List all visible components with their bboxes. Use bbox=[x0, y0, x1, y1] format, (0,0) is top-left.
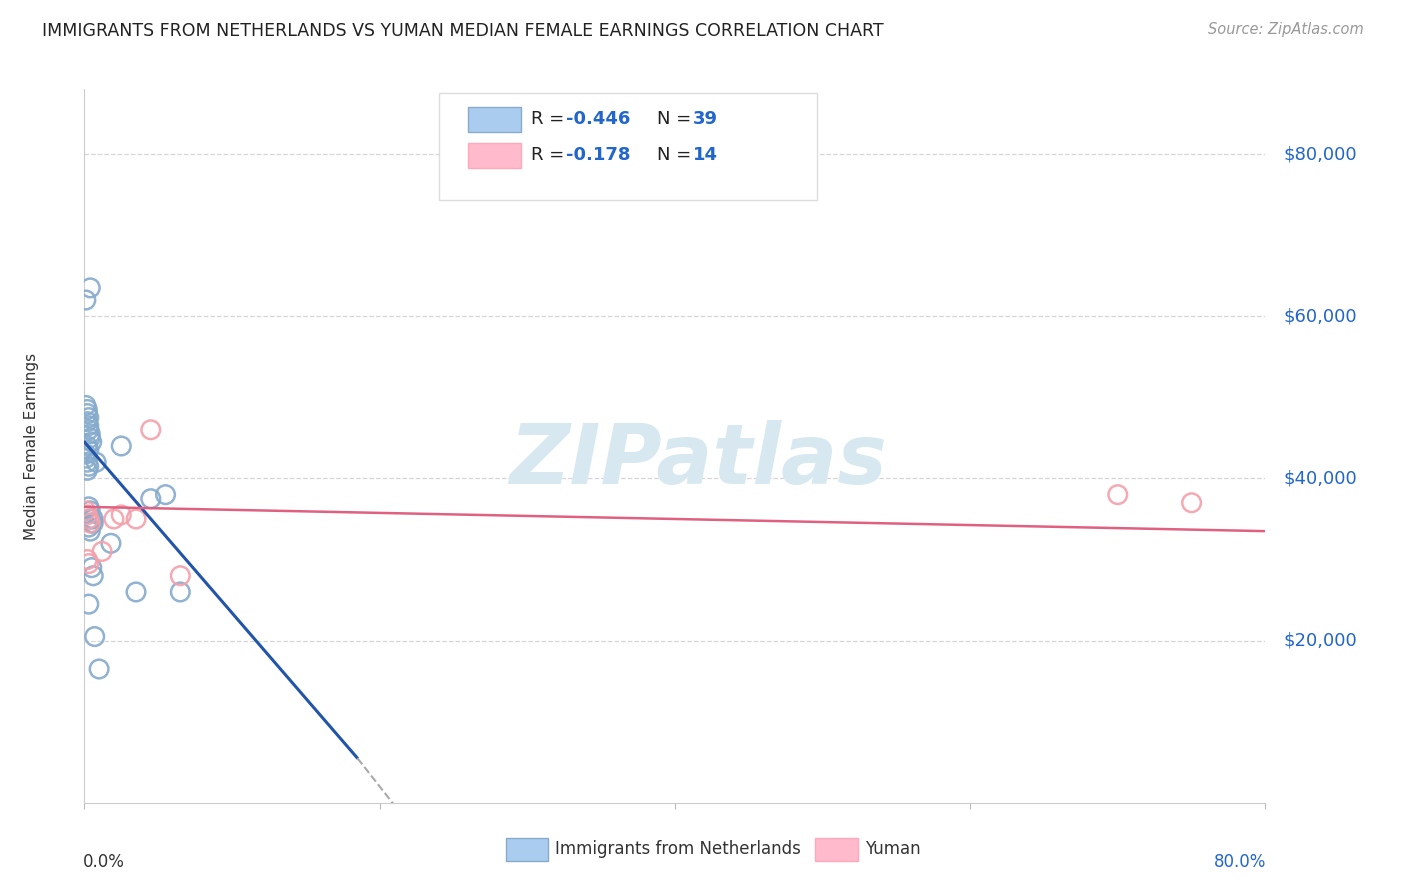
Text: 0.0%: 0.0% bbox=[83, 853, 125, 871]
Point bbox=[77, 410, 100, 425]
Point bbox=[76, 463, 98, 477]
Text: -0.446: -0.446 bbox=[567, 111, 631, 128]
Point bbox=[139, 423, 162, 437]
Point bbox=[110, 508, 132, 522]
Point bbox=[103, 512, 125, 526]
Point bbox=[100, 536, 122, 550]
Text: 14: 14 bbox=[693, 146, 717, 164]
Point bbox=[79, 281, 101, 295]
Point bbox=[76, 415, 98, 429]
Text: IMMIGRANTS FROM NETHERLANDS VS YUMAN MEDIAN FEMALE EARNINGS CORRELATION CHART: IMMIGRANTS FROM NETHERLANDS VS YUMAN MED… bbox=[42, 22, 884, 40]
Point bbox=[77, 418, 100, 433]
Point bbox=[77, 500, 100, 514]
Point bbox=[77, 597, 100, 611]
Point bbox=[110, 439, 132, 453]
Text: $20,000: $20,000 bbox=[1284, 632, 1357, 649]
Point bbox=[80, 516, 103, 530]
Text: 39: 39 bbox=[693, 111, 717, 128]
Point bbox=[139, 491, 162, 506]
Point bbox=[87, 662, 111, 676]
FancyBboxPatch shape bbox=[439, 93, 817, 200]
Point bbox=[125, 585, 148, 599]
Text: Source: ZipAtlas.com: Source: ZipAtlas.com bbox=[1208, 22, 1364, 37]
Point bbox=[77, 520, 100, 534]
Text: $60,000: $60,000 bbox=[1284, 307, 1357, 326]
Point bbox=[75, 447, 97, 461]
Point bbox=[79, 426, 101, 441]
Point bbox=[76, 508, 98, 522]
Text: N =: N = bbox=[657, 146, 697, 164]
Point bbox=[1107, 488, 1129, 502]
Text: -0.178: -0.178 bbox=[567, 146, 631, 164]
Point bbox=[82, 568, 104, 582]
Point bbox=[76, 455, 98, 469]
Point bbox=[76, 552, 98, 566]
Text: N =: N = bbox=[657, 111, 697, 128]
Point bbox=[75, 451, 97, 466]
Point bbox=[77, 443, 100, 458]
FancyBboxPatch shape bbox=[468, 107, 522, 132]
Point bbox=[125, 512, 148, 526]
Point bbox=[76, 407, 98, 421]
Point bbox=[169, 568, 191, 582]
Point bbox=[1180, 496, 1202, 510]
Text: Median Female Earnings: Median Female Earnings bbox=[24, 352, 39, 540]
Point bbox=[79, 431, 101, 445]
Point bbox=[79, 512, 101, 526]
Text: 80.0%: 80.0% bbox=[1215, 853, 1267, 871]
Point bbox=[84, 455, 107, 469]
Point bbox=[83, 630, 105, 644]
Point bbox=[79, 516, 101, 530]
Point bbox=[77, 512, 100, 526]
Point bbox=[75, 293, 97, 307]
Point bbox=[75, 399, 97, 413]
Text: ZIPatlas: ZIPatlas bbox=[509, 420, 887, 500]
Point bbox=[82, 516, 104, 530]
Point bbox=[91, 544, 114, 558]
Point bbox=[77, 557, 100, 571]
Point bbox=[76, 402, 98, 417]
FancyBboxPatch shape bbox=[468, 143, 522, 168]
Text: R =: R = bbox=[531, 111, 569, 128]
Point bbox=[82, 512, 104, 526]
Point bbox=[77, 423, 100, 437]
Point bbox=[79, 504, 101, 518]
Text: $80,000: $80,000 bbox=[1284, 145, 1357, 163]
Point bbox=[79, 524, 101, 538]
Point bbox=[155, 488, 177, 502]
Point bbox=[76, 439, 98, 453]
Point bbox=[169, 585, 191, 599]
Point bbox=[80, 434, 103, 449]
Text: R =: R = bbox=[531, 146, 569, 164]
Point bbox=[80, 560, 103, 574]
Text: Yuman: Yuman bbox=[865, 840, 921, 858]
Text: $40,000: $40,000 bbox=[1284, 469, 1357, 487]
Text: Immigrants from Netherlands: Immigrants from Netherlands bbox=[555, 840, 801, 858]
Point bbox=[75, 504, 97, 518]
Point bbox=[77, 459, 100, 474]
